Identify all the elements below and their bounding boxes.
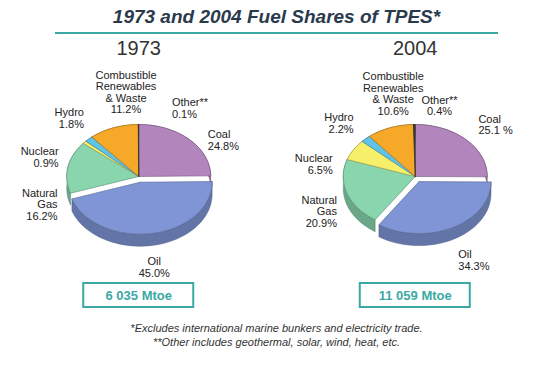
svg-text:6 035 Mtoe: 6 035 Mtoe <box>106 288 172 303</box>
html-text:*Excludes international marine: *Excludes international marine bunkers a… <box>130 322 423 334</box>
svg-text:NaturalGas16.2%: NaturalGas16.2% <box>22 187 58 222</box>
svg-text:Nuclear0.9%: Nuclear0.9% <box>21 145 59 169</box>
svg-text:1973: 1973 <box>117 37 162 59</box>
svg-text:Other**0.4%: Other**0.4% <box>421 94 458 118</box>
svg-text:Oil34.3%: Oil34.3% <box>458 248 489 272</box>
html-text:**Other includes geothermal, s: **Other includes geothermal, solar, wind… <box>153 336 400 348</box>
svg-text:Nuclear6.5%: Nuclear6.5% <box>295 152 333 176</box>
svg-text:CombustibleRenewables& Waste10: CombustibleRenewables& Waste10.6% <box>363 70 424 117</box>
svg-text:Other**0.1%: Other**0.1% <box>172 96 209 120</box>
svg-text:CombustibleRenewables& Waste11: CombustibleRenewables& Waste11.2% <box>95 69 156 116</box>
svg-text:Coal24.8%: Coal24.8% <box>208 128 239 152</box>
svg-text:Hydro1.8%: Hydro1.8% <box>55 106 85 130</box>
html-text:1973 and 2004 Fuel Shares of T: 1973 and 2004 Fuel Shares of TPES* <box>112 6 441 27</box>
svg-text:Hydro2.2%: Hydro2.2% <box>324 111 354 135</box>
svg-text:Oil45.0%: Oil45.0% <box>139 255 170 279</box>
svg-text:Coal25.1 %: Coal25.1 % <box>478 113 512 137</box>
svg-text:11 059 Mtoe: 11 059 Mtoe <box>379 288 452 303</box>
svg-text:NaturalGas20.9%: NaturalGas20.9% <box>301 194 337 229</box>
svg-text:2004: 2004 <box>393 37 438 59</box>
